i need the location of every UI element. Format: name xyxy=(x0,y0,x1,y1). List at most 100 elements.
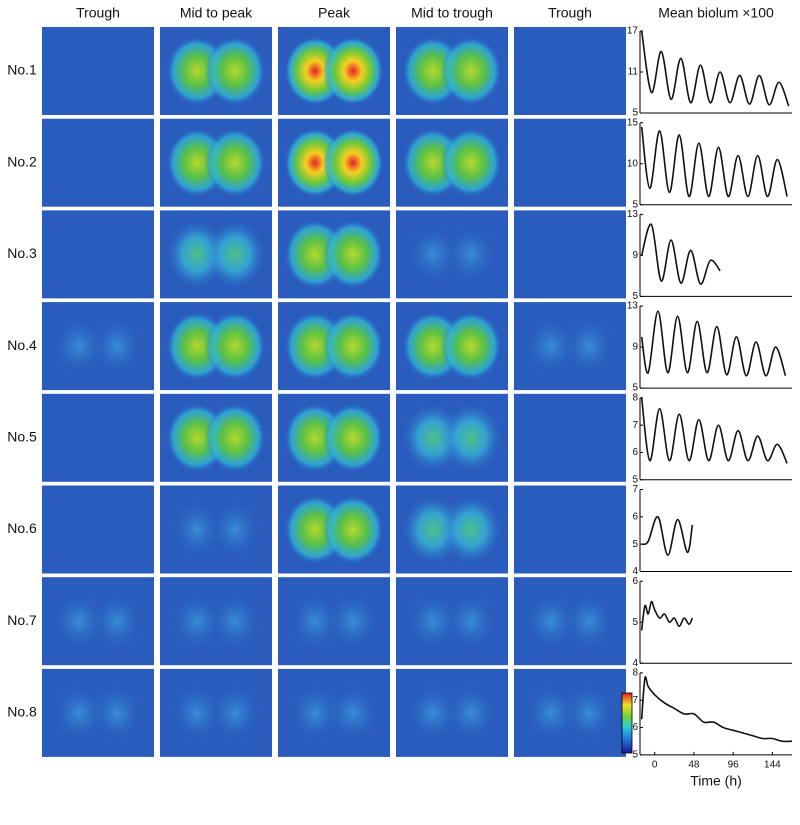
heatmap-image xyxy=(514,393,626,482)
heatmap-blob xyxy=(205,403,266,472)
heatmap-image xyxy=(514,27,626,115)
heatmap-blob xyxy=(323,495,384,564)
trace-line xyxy=(640,310,787,377)
heatmap-blob xyxy=(408,594,457,649)
y-tick-label: 5 xyxy=(632,474,638,485)
y-tick-label: 5 xyxy=(632,108,638,119)
heatmap-image xyxy=(42,27,154,115)
trace-line xyxy=(640,600,694,631)
trace-line xyxy=(640,676,793,743)
row-label: No.4 xyxy=(7,337,37,353)
heatmap-blob xyxy=(323,220,384,289)
y-tick-label: 13 xyxy=(627,209,639,220)
trace-line xyxy=(640,126,788,198)
heatmap-blob xyxy=(441,312,502,381)
column-header: Trough xyxy=(548,5,592,21)
y-tick-label: 6 xyxy=(632,511,638,522)
heatmap-blob xyxy=(290,594,339,649)
heatmap-blob xyxy=(526,318,575,374)
heatmap-blob xyxy=(565,594,614,649)
y-tick-label: 5 xyxy=(632,539,638,550)
y-tick-label: 8 xyxy=(632,668,638,679)
heatmap-blob xyxy=(211,685,260,741)
x-axis-label: Time (h) xyxy=(690,773,742,789)
y-tick-label: 9 xyxy=(632,342,638,353)
y-tick-label: 6 xyxy=(632,722,638,733)
heatmap-blob xyxy=(447,685,496,741)
y-tick-label: 5 xyxy=(632,617,638,628)
y-tick-label: 4 xyxy=(632,658,638,669)
y-tick-label: 6 xyxy=(632,576,638,587)
heatmap-blob xyxy=(205,220,266,289)
heatmap-blob xyxy=(441,495,502,564)
heatmap-image xyxy=(42,485,154,574)
colorbar xyxy=(621,692,633,754)
y-tick-label: 5 xyxy=(632,199,638,210)
heatmap-blob xyxy=(172,685,221,741)
column-header: Trough xyxy=(76,5,120,21)
row-label: No.7 xyxy=(7,612,37,628)
heatmap-blob xyxy=(329,685,378,741)
y-tick-label: 5 xyxy=(632,383,638,394)
trace-line xyxy=(640,397,788,464)
heatmap-blob xyxy=(323,312,384,381)
heatmap-blob xyxy=(408,227,457,282)
heatmap-blob xyxy=(54,318,103,374)
heatmap-blob xyxy=(211,502,260,557)
row-label: No.5 xyxy=(7,429,37,445)
heatmap-blob xyxy=(329,594,378,649)
y-tick-label: 7 xyxy=(632,484,638,495)
y-tick-label: 5 xyxy=(632,750,638,761)
heatmap-blob xyxy=(93,318,142,374)
heatmap-blob xyxy=(211,594,260,649)
heatmap-blob xyxy=(565,318,614,374)
heatmap-blob xyxy=(290,685,339,741)
heatmap-image xyxy=(42,393,154,482)
y-tick-label: 13 xyxy=(627,301,639,312)
y-tick-label: 5 xyxy=(632,291,638,302)
heatmap-blob xyxy=(93,685,142,741)
heatmap-blob xyxy=(526,685,575,741)
heatmap-blob xyxy=(172,502,221,557)
trace-line xyxy=(640,30,790,107)
y-tick-label: 17 xyxy=(627,26,639,37)
heatmap-image xyxy=(514,210,626,299)
row-label: No.6 xyxy=(7,520,37,536)
heatmap-blob xyxy=(441,403,502,472)
x-tick-label: 48 xyxy=(688,760,700,771)
trace-line xyxy=(640,223,721,285)
row-label: No.3 xyxy=(7,245,37,261)
heatmap-blob xyxy=(205,128,266,197)
y-tick-label: 15 xyxy=(627,117,639,128)
heatmap-image xyxy=(514,118,626,207)
x-tick-label: 96 xyxy=(728,760,740,771)
heatmap-blob xyxy=(408,685,457,741)
trace-line xyxy=(641,516,694,556)
column-header: Mid to peak xyxy=(180,5,253,21)
y-tick-label: 11 xyxy=(628,67,639,78)
y-tick-label: 6 xyxy=(632,447,638,458)
column-header: Mid to trough xyxy=(411,5,493,21)
y-tick-label: 7 xyxy=(632,695,638,706)
row-label: No.2 xyxy=(7,153,37,169)
heatmap-blob xyxy=(526,594,575,649)
heatmap-blob xyxy=(93,594,142,649)
heatmap-blob xyxy=(441,37,502,105)
y-tick-label: 10 xyxy=(627,158,639,169)
x-tick-label: 0 xyxy=(652,760,658,771)
heatmap-blob xyxy=(54,685,103,741)
heatmap-blob xyxy=(441,128,502,197)
heatmap-blob xyxy=(205,37,266,105)
heatmap-blob xyxy=(565,685,614,741)
heatmap-blob xyxy=(323,128,384,197)
x-tick-label: 144 xyxy=(764,760,781,771)
heatmap-image xyxy=(42,210,154,299)
heatmap-blob xyxy=(323,37,384,105)
heatmap-blob xyxy=(447,227,496,282)
heatmap-image xyxy=(42,118,154,207)
heatmap-blob xyxy=(323,403,384,472)
heatmap-blob xyxy=(205,312,266,381)
y-tick-label: 4 xyxy=(632,566,638,577)
heatmap-blob xyxy=(54,594,103,649)
